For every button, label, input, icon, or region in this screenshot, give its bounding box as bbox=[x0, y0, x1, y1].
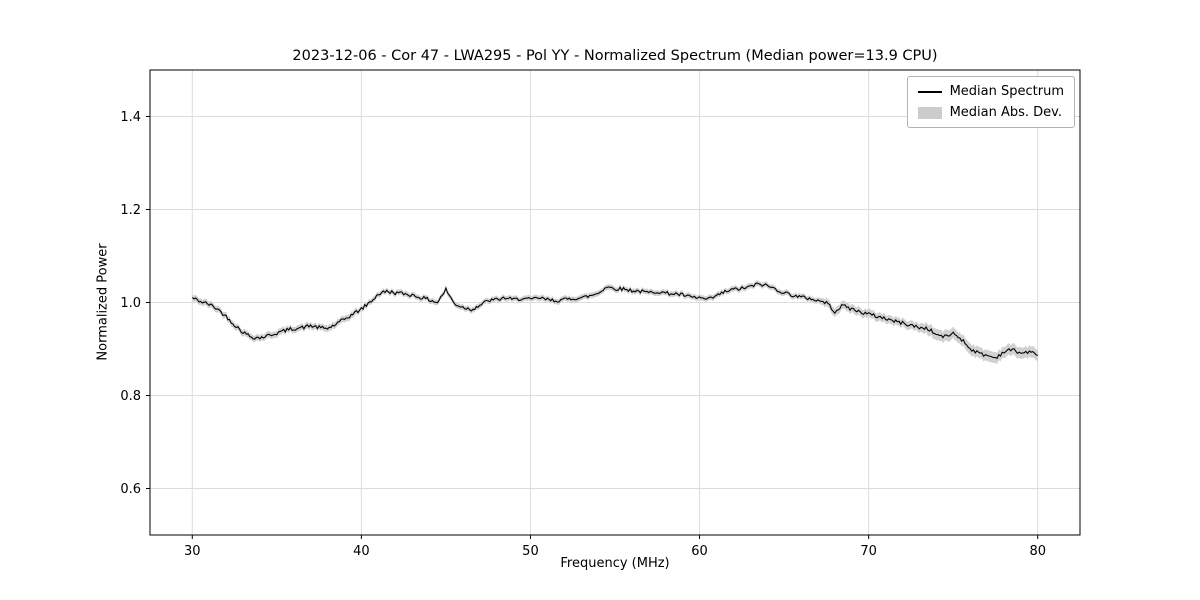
y-axis-label: Normalized Power bbox=[95, 243, 111, 361]
x-tick-label: 50 bbox=[522, 544, 539, 559]
y-tick-label: 1.2 bbox=[120, 203, 141, 218]
median-abs-dev-patch-swatch-icon bbox=[917, 106, 942, 119]
x-tick-label: 30 bbox=[184, 544, 201, 559]
x-tick-label: 40 bbox=[353, 544, 370, 559]
chart-title: 2023-12-06 - Cor 47 - LWA295 - Pol YY - … bbox=[292, 48, 938, 64]
y-tick-label: 0.6 bbox=[120, 482, 141, 497]
median-spectrum-line-swatch-icon bbox=[917, 90, 942, 93]
legend-label-median-abs-dev: Median Abs. Dev. bbox=[949, 105, 1063, 120]
y-tick-label: 1.0 bbox=[120, 296, 141, 311]
legend-label-median-spectrum: Median Spectrum bbox=[949, 84, 1064, 99]
y-tick-label: 1.4 bbox=[120, 110, 141, 125]
x-tick-label: 60 bbox=[691, 544, 708, 559]
legend-entry-median-abs-dev: Median Abs. Dev. bbox=[917, 105, 1064, 120]
y-tick-label: 0.8 bbox=[120, 389, 141, 404]
x-tick-label: 80 bbox=[1029, 544, 1046, 559]
x-tick-label: 70 bbox=[860, 544, 877, 559]
median-spectrum-line bbox=[191, 282, 1038, 360]
x-axis-label: Frequency (MHz) bbox=[560, 556, 670, 571]
legend: Median Spectrum Median Abs. Dev. bbox=[906, 76, 1075, 128]
legend-entry-median-spectrum: Median Spectrum bbox=[917, 84, 1064, 99]
mad-band bbox=[192, 280, 1038, 364]
